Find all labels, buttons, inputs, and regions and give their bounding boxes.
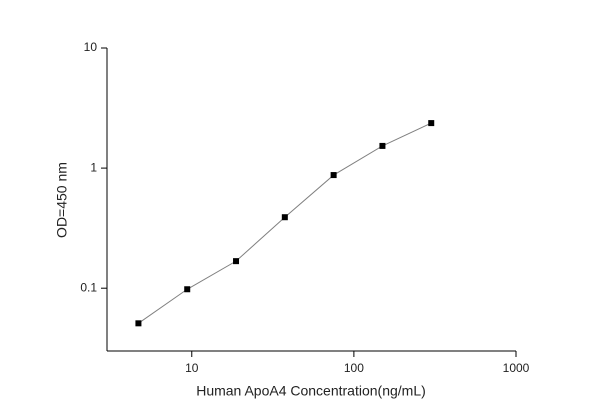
curve	[138, 122, 432, 324]
y-tick-label: 10	[84, 40, 98, 54]
marker	[233, 258, 240, 265]
marker	[379, 142, 386, 149]
y-tick-label: 1	[90, 160, 97, 174]
marker	[428, 120, 435, 127]
x-axis-label: Human ApoA4 Concentration(ng/mL)	[196, 383, 426, 399]
marker	[281, 214, 288, 221]
y-axis-label: OD=450 nm	[54, 162, 70, 238]
x-tick-label: 100	[344, 361, 364, 375]
y-tick-label: 0.1	[80, 280, 97, 294]
marker	[135, 320, 142, 327]
x-tick-label: 1000	[503, 361, 530, 375]
marker	[184, 286, 191, 293]
x-tick-label: 10	[185, 361, 199, 375]
marker	[330, 172, 337, 179]
